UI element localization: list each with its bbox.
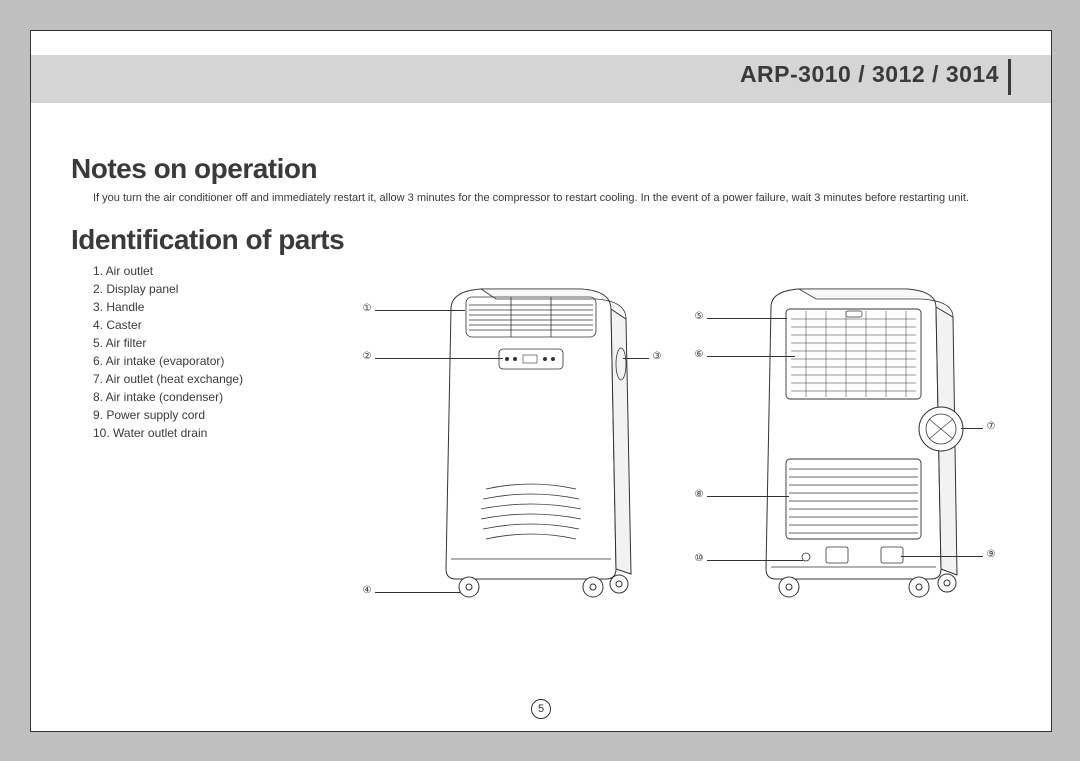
callout-4: ④ (361, 585, 373, 597)
callout-line (375, 358, 503, 359)
callout-line (375, 592, 460, 593)
parts-title: Identification of parts (71, 224, 1011, 256)
callout-2: ② (361, 351, 373, 363)
manual-page: ARP-3010 / 3012 / 3014 Notes on operatio… (30, 30, 1052, 732)
callout-line (707, 356, 795, 357)
notes-title: Notes on operation (71, 153, 1011, 185)
callout-line (961, 428, 983, 429)
callout-line (707, 318, 787, 319)
callout-5: ⑤ (693, 311, 705, 323)
callout-7: ⑦ (985, 421, 997, 433)
callout-1: ① (361, 303, 373, 315)
callout-line (707, 560, 803, 561)
callout-9: ⑨ (985, 549, 997, 561)
callout-10: ⑩ (693, 553, 705, 565)
page-number: 5 (531, 699, 551, 719)
callout-line (623, 358, 649, 359)
model-separator (1008, 59, 1011, 95)
list-item: 1. Air outlet (93, 262, 1011, 280)
callout-8: ⑧ (693, 489, 705, 501)
model-number: ARP-3010 / 3012 / 3014 (740, 61, 999, 88)
notes-body: If you turn the air conditioner off and … (93, 191, 1001, 206)
callout-line (375, 310, 465, 311)
callout-line (901, 556, 983, 557)
front-view-diagram (411, 279, 651, 609)
callout-line (707, 496, 789, 497)
callout-3: ③ (651, 351, 663, 363)
callout-6: ⑥ (693, 349, 705, 361)
diagram-area: ① ② ③ ④ (361, 279, 1001, 639)
